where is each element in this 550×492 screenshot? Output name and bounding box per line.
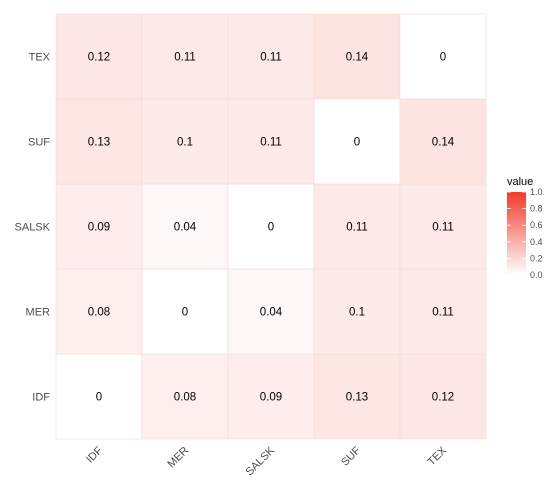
- heatmap-cell-suf-suf: [313, 98, 401, 185]
- heatmap-cell-tex-suf: [313, 13, 401, 100]
- cell-labels: 0 0.08 0.09 0.13 0.12 0.08 0 0.04 0.1 0.11 0.09 0.0…: [88, 52, 455, 404]
- y-tick-label: IDF: [32, 392, 50, 404]
- heatmap-cell-suf-idf: [55, 98, 143, 185]
- heatmap-cell-tex-salsk: [227, 13, 315, 100]
- cell-label: 0.14: [432, 137, 455, 149]
- cell-label: 0.11: [346, 222, 368, 234]
- cell-label: 0.1: [177, 137, 193, 149]
- legend-tick-label: 0.0: [530, 270, 543, 280]
- x-tick-label: SUF: [339, 444, 363, 468]
- cell-label: 0.11: [260, 52, 282, 64]
- y-tick-label: SALSK: [15, 222, 51, 234]
- cell-label: 0.04: [260, 307, 283, 319]
- legend-tick-label: 0.4: [530, 237, 543, 247]
- legend-colorbar: [507, 192, 526, 275]
- heatmap-cells: [55, 13, 487, 440]
- cell-label: 0: [268, 222, 274, 234]
- heatmap-cell-salsk-salsk: [227, 183, 315, 270]
- x-axis: IDF MER SALSK SUF TEX: [84, 444, 449, 478]
- heatmap-cell-idf-mer: [141, 353, 229, 440]
- legend-tick-label: 0.8: [530, 204, 543, 214]
- heatmap-cell-mer-suf: [313, 268, 401, 355]
- heatmap-cell-mer-idf: [55, 268, 143, 355]
- heatmap-cell-suf-mer: [141, 98, 229, 185]
- heatmap-cell-tex-mer: [141, 13, 229, 100]
- cell-label: 0.04: [174, 222, 197, 234]
- heatmap-cell-tex-tex: [399, 13, 487, 100]
- heatmap-cell-mer-salsk: [227, 268, 315, 355]
- heatmap-cell-idf-suf: [313, 353, 401, 440]
- heatmap-cell-salsk-mer: [141, 183, 229, 270]
- cell-label: 0.14: [346, 52, 369, 64]
- cell-label: 0.09: [88, 222, 110, 234]
- heatmap-cell-tex-idf: [55, 13, 143, 100]
- cell-label: 0: [440, 52, 446, 64]
- heatmap-cell-mer-tex: [399, 268, 487, 355]
- cell-label: 0.13: [88, 137, 110, 149]
- heatmap-cell-salsk-idf: [55, 183, 143, 270]
- heatmap-cell-suf-tex: [399, 98, 487, 185]
- cell-label: 0.11: [174, 52, 196, 64]
- cell-label: 0.08: [88, 307, 110, 319]
- legend-tick-label: 1.0: [530, 187, 543, 197]
- cell-label: 0.1: [349, 307, 365, 319]
- y-axis: IDF MER SALSK SUF TEX: [15, 52, 51, 404]
- cell-label: 0.09: [260, 392, 282, 404]
- cell-label: 0.12: [432, 392, 454, 404]
- cell-label: 0.11: [432, 222, 454, 234]
- x-tick-label: SALSK: [244, 444, 278, 478]
- x-tick-label: TEX: [425, 444, 449, 468]
- heatmap-cell-idf-tex: [399, 353, 487, 440]
- legend-title: value: [507, 176, 533, 188]
- y-tick-label: TEX: [29, 52, 51, 64]
- cell-label: 0: [96, 392, 102, 404]
- cell-label: 0.13: [346, 392, 368, 404]
- x-tick-label: IDF: [84, 444, 105, 465]
- cell-label: 0.11: [260, 137, 282, 149]
- legend-tick-label: 0.6: [530, 220, 543, 230]
- y-tick-label: MER: [26, 307, 51, 319]
- heatmap-cell-mer-mer: [141, 268, 229, 355]
- cell-label: 0.11: [432, 307, 454, 319]
- heatmap-cell-idf-salsk: [227, 353, 315, 440]
- color-legend: value 0.0 0.2 0.4 0.6 0.8 1.0: [507, 176, 543, 280]
- cell-label: 0: [182, 307, 188, 319]
- cell-label: 0.08: [174, 392, 196, 404]
- y-tick-label: SUF: [28, 137, 50, 149]
- x-tick-label: MER: [165, 445, 191, 471]
- legend-tick-label: 0.2: [530, 253, 543, 263]
- cell-label: 0.12: [88, 52, 110, 64]
- cell-label: 0: [354, 137, 360, 149]
